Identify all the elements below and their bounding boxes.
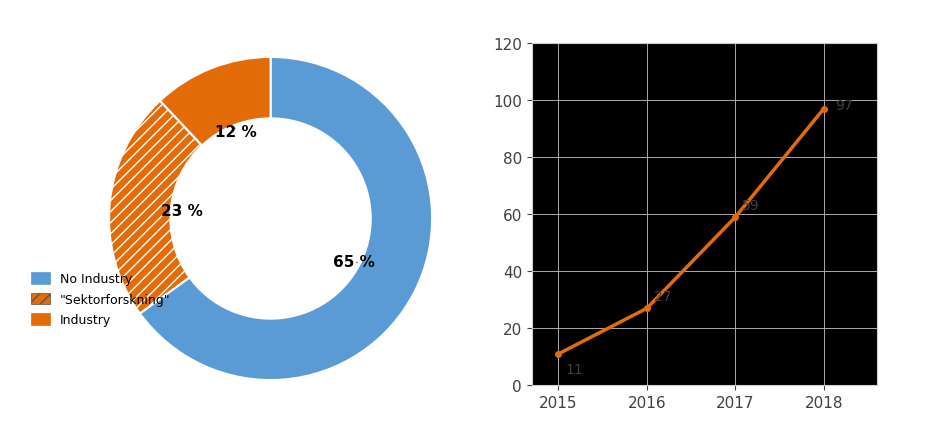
Wedge shape [160,58,271,146]
Legend: No Industry, "Sektorforskning", Industry: No Industry, "Sektorforskning", Industry [29,270,174,329]
Text: 11: 11 [565,363,583,377]
Wedge shape [109,102,202,314]
Text: 59: 59 [743,198,760,212]
Text: 27: 27 [654,289,672,303]
Text: 65 %: 65 % [333,254,375,269]
Text: 23 %: 23 % [161,203,203,218]
Text: 97: 97 [835,98,853,112]
Text: 12 %: 12 % [216,124,257,140]
Wedge shape [140,58,432,380]
